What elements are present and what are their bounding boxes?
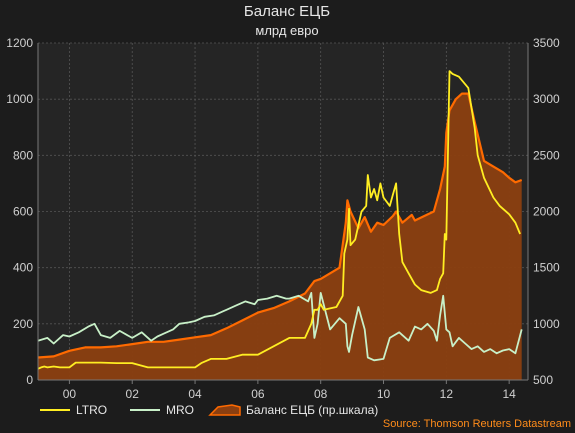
x-tick-label: 14: [502, 387, 516, 401]
x-tick-label: 10: [377, 387, 391, 401]
y-left-tick-label: 800: [13, 148, 33, 162]
x-tick-label: 06: [251, 387, 265, 401]
legend-balance-swatch: [208, 404, 241, 416]
x-tick-label: 12: [440, 387, 454, 401]
y-right-tick-label: 2000: [533, 205, 560, 219]
mro-line: [37, 292, 523, 362]
legend-ltro-label: LTRO: [76, 403, 107, 417]
y-right-tick-label: 500: [533, 373, 553, 387]
x-tick-label: 04: [188, 387, 202, 401]
y-right-tick-label: 1000: [533, 317, 560, 331]
x-tick-label: 02: [126, 387, 140, 401]
grid: [38, 42, 528, 380]
x-tick-label: 08: [314, 387, 328, 401]
legend: LTRO MRO Баланс ЕЦБ (пр.шкала): [40, 403, 378, 417]
axes: 0200400600800100012005001000150020002500…: [6, 36, 560, 401]
y-right-tick-label: 1500: [533, 261, 560, 275]
legend-mro-label: MRO: [166, 403, 194, 417]
balance-area: [38, 93, 522, 380]
y-right-tick-label: 2500: [533, 148, 560, 162]
y-left-tick-label: 200: [13, 317, 33, 331]
ltro-line: [37, 70, 521, 370]
y-right-tick-label: 3500: [533, 36, 560, 50]
lines-layer: [37, 70, 523, 370]
y-left-tick-label: 1200: [6, 36, 33, 50]
x-tick-label: 00: [63, 387, 77, 401]
legend-balance-label: Баланс ЕЦБ (пр.шкала): [246, 403, 378, 417]
chart-title: Баланс ЕЦБ: [244, 3, 330, 20]
y-right-tick-label: 3000: [533, 92, 560, 106]
chart-subtitle: млрд евро: [255, 23, 318, 38]
source-note: Source: Thomson Reuters Datastream: [383, 418, 571, 430]
y-left-tick-label: 400: [13, 261, 33, 275]
y-left-tick-label: 1000: [6, 92, 33, 106]
y-left-tick-label: 600: [13, 205, 33, 219]
y-left-tick-label: 0: [26, 373, 33, 387]
